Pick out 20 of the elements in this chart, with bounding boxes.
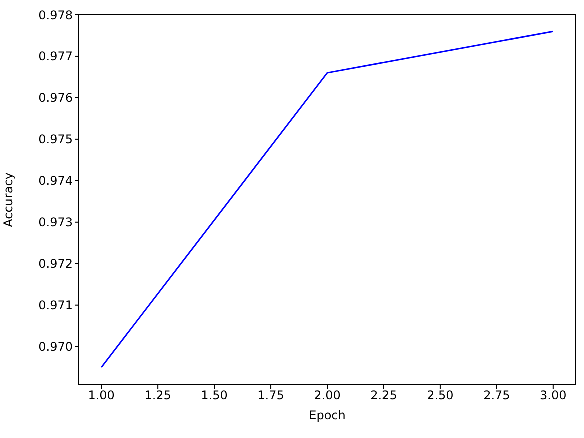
x-tick-label: 1.25 — [144, 388, 172, 403]
x-tick-label: 2.25 — [370, 388, 398, 403]
y-axis-title: Accuracy — [1, 172, 16, 228]
x-tick-label: 3.00 — [540, 388, 567, 403]
x-tick-label: 1.75 — [258, 388, 284, 403]
x-axis-title: Epoch — [309, 408, 346, 423]
y-tick-label: 0.973 — [38, 216, 73, 230]
x-tick-label: 2.50 — [427, 388, 454, 403]
y-tick-label: 0.975 — [38, 132, 73, 147]
y-tick-label: 0.976 — [38, 91, 73, 106]
x-tick-label: 1.50 — [201, 388, 228, 403]
y-tick-label: 0.978 — [38, 8, 73, 22]
x-tick-label: 2.75 — [484, 388, 510, 403]
y-tick-label: 0.977 — [38, 50, 73, 64]
x-tick-label: 2.00 — [314, 388, 341, 403]
y-tick-label: 0.974 — [38, 174, 73, 188]
x-tick-label: 1.00 — [88, 388, 115, 403]
y-tick-label: 0.972 — [38, 257, 73, 272]
y-tick-label: 0.971 — [38, 298, 73, 313]
y-tick-label: 0.970 — [38, 340, 73, 354]
